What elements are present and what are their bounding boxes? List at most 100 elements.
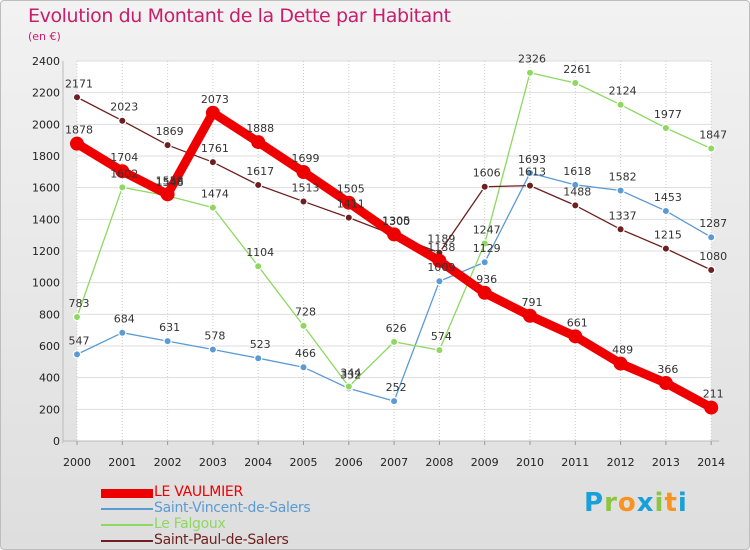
y-tick-label: 1800	[32, 150, 60, 163]
data-point	[344, 213, 353, 222]
data-point	[70, 136, 84, 151]
data-point	[616, 100, 625, 109]
x-tick-label: 2007	[380, 456, 408, 469]
proxiti-logo: Proxiti	[584, 488, 688, 518]
data-point	[435, 277, 444, 286]
data-label: 523	[250, 338, 271, 351]
legend-label: Le Falgoux	[154, 516, 226, 532]
x-tick-label: 2001	[108, 456, 136, 469]
x-tick-label: 2014	[697, 456, 725, 469]
data-point	[477, 285, 492, 300]
data-point	[525, 68, 535, 77]
data-label: 1558	[156, 174, 184, 187]
data-label: 626	[386, 322, 407, 335]
data-point	[208, 345, 218, 354]
data-point	[571, 201, 580, 210]
data-point	[254, 180, 263, 190]
data-point	[163, 140, 172, 150]
data-point	[254, 262, 263, 271]
data-point	[163, 336, 172, 346]
data-label: 1505	[337, 183, 365, 196]
data-point	[616, 225, 625, 234]
data-label: 1488	[563, 185, 591, 198]
data-label: 1582	[609, 171, 637, 184]
data-label: 466	[295, 347, 316, 360]
data-label: 1337	[609, 209, 637, 222]
data-label: 1693	[518, 153, 546, 166]
data-point	[344, 382, 353, 391]
data-point	[208, 203, 218, 212]
data-label: 1129	[473, 242, 501, 255]
data-point	[525, 181, 535, 190]
logo-letter: t	[664, 488, 678, 518]
data-label: 1869	[156, 125, 184, 138]
data-label: 1247	[473, 224, 501, 237]
data-point	[571, 180, 580, 190]
y-tick-label: 0	[53, 435, 60, 448]
x-tick-label: 2008	[425, 456, 453, 469]
y-tick-label: 1000	[32, 277, 60, 290]
data-label: 1009	[427, 261, 455, 274]
y-tick-label: 2200	[32, 87, 60, 100]
data-point	[661, 244, 671, 253]
data-label: 1080	[699, 250, 727, 263]
data-label: 1761	[201, 142, 229, 155]
chart-title: Evolution du Montant de la Dette par Hab…	[28, 5, 451, 27]
data-point	[707, 265, 716, 275]
data-point	[72, 312, 82, 322]
data-point	[389, 337, 399, 347]
x-tick-label: 2010	[516, 456, 544, 469]
data-label: 1215	[654, 229, 682, 242]
x-tick-label: 2000	[63, 456, 91, 469]
data-label: 2326	[518, 53, 546, 66]
data-label: 1704	[110, 151, 138, 164]
data-label: 936	[476, 273, 497, 286]
legend-label: Saint-Vincent-de-Salers	[154, 500, 311, 516]
data-label: 547	[69, 334, 90, 347]
data-label: 2261	[563, 63, 591, 76]
data-label: 366	[657, 363, 678, 376]
data-label: 1104	[246, 246, 274, 259]
x-tick-label: 2009	[471, 456, 499, 469]
data-point	[299, 321, 308, 330]
x-tick-label: 2002	[154, 456, 182, 469]
data-point	[208, 157, 218, 167]
data-point	[480, 182, 489, 191]
data-label: 1888	[246, 122, 274, 135]
data-label: 2171	[65, 77, 93, 90]
data-label: 1138	[427, 241, 455, 254]
data-label: 252	[386, 381, 407, 394]
data-label: 631	[159, 321, 180, 334]
data-label: 791	[522, 296, 543, 309]
data-label: 684	[114, 313, 135, 326]
x-tick-label: 2004	[244, 456, 272, 469]
data-point	[296, 164, 311, 179]
legend-swatch	[101, 489, 153, 498]
y-tick-label: 1400	[32, 213, 60, 226]
data-point	[568, 329, 583, 344]
x-tick-label: 2012	[607, 456, 635, 469]
data-point	[661, 206, 671, 216]
legend-label: Saint-Paul-de-Salers	[154, 532, 289, 548]
legend-swatch	[101, 524, 153, 526]
x-tick-label: 2006	[335, 456, 363, 469]
y-tick-label: 2000	[32, 118, 60, 131]
data-label: 1474	[201, 188, 229, 201]
y-tick-label: 400	[39, 372, 60, 385]
data-point	[205, 105, 220, 120]
logo-letter: o	[617, 488, 637, 518]
data-point	[704, 400, 719, 415]
y-tick-label: 600	[39, 340, 60, 353]
data-point	[707, 233, 716, 242]
data-point	[389, 396, 399, 406]
y-tick-label: 200	[39, 403, 60, 416]
data-label: 489	[612, 344, 633, 357]
data-label: 2023	[110, 101, 138, 114]
data-point	[299, 363, 308, 372]
y-tick-label: 800	[39, 308, 60, 321]
data-point	[341, 195, 356, 210]
data-label: 1847	[699, 129, 727, 142]
data-label: 1513	[292, 181, 320, 194]
